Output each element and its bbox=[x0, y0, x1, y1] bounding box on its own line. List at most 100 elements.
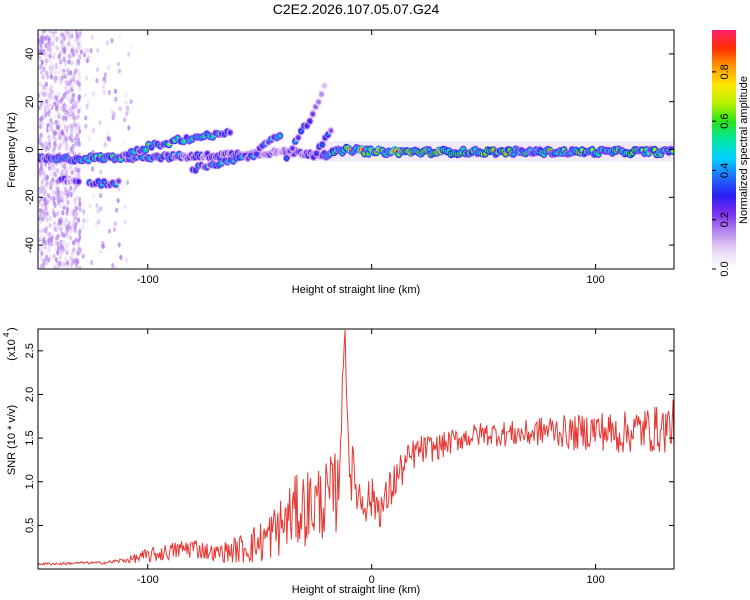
spectral-cell bbox=[314, 105, 318, 109]
noise-cell bbox=[51, 63, 55, 70]
snr-x-axis-title: Height of straight line (km) bbox=[292, 584, 420, 596]
spectral-cell bbox=[117, 179, 121, 183]
noise-cell bbox=[68, 53, 72, 60]
noise-cell bbox=[78, 206, 83, 213]
noise-cell bbox=[51, 146, 55, 152]
noise-cell bbox=[81, 253, 85, 259]
noise-cell bbox=[69, 235, 73, 241]
noise-cell bbox=[49, 74, 54, 80]
noise-cell bbox=[110, 109, 114, 115]
spectrogram-y-tick-label: 0 bbox=[24, 146, 36, 152]
noise-cell bbox=[46, 57, 51, 63]
noise-cell bbox=[38, 189, 42, 195]
noise-cell bbox=[67, 36, 71, 42]
noise-cell bbox=[103, 72, 107, 78]
noise-cell bbox=[55, 234, 59, 241]
noise-cell bbox=[65, 124, 70, 131]
noise-cell bbox=[44, 42, 48, 49]
noise-cell bbox=[38, 201, 41, 207]
noise-cell bbox=[51, 32, 55, 38]
noise-cell bbox=[85, 218, 89, 224]
noise-cell bbox=[58, 134, 62, 141]
noise-cell bbox=[62, 221, 66, 227]
noise-cell bbox=[47, 143, 51, 150]
snr-x-ticks: -100 0 100 bbox=[137, 329, 605, 586]
noise-cell bbox=[43, 35, 47, 41]
noise-cell bbox=[60, 195, 64, 201]
spectral-cell bbox=[228, 131, 232, 134]
noise-cell bbox=[71, 104, 75, 110]
noise-cell bbox=[53, 140, 57, 146]
noise-cell bbox=[69, 133, 73, 139]
noise-cell bbox=[71, 220, 76, 226]
noise-cell bbox=[65, 167, 69, 174]
noise-cell bbox=[76, 241, 81, 247]
colorbar-label: Normalized spectral amplitude bbox=[738, 76, 750, 224]
noise-cell bbox=[44, 182, 49, 188]
noise-cell bbox=[103, 79, 107, 85]
noise-cell bbox=[74, 172, 78, 178]
spectral-cell bbox=[96, 179, 100, 183]
noise-cell bbox=[38, 219, 43, 225]
spectral-cell bbox=[329, 129, 333, 133]
noise-cell bbox=[48, 246, 52, 252]
noise-cell bbox=[54, 95, 59, 101]
noise-cell bbox=[40, 59, 44, 65]
noise-cell bbox=[56, 241, 60, 247]
snr-plot bbox=[38, 329, 674, 566]
noise-cell bbox=[60, 30, 64, 33]
noise-cell bbox=[57, 120, 61, 126]
spectral-cell bbox=[299, 129, 303, 133]
noise-cell bbox=[106, 64, 111, 70]
noise-cell bbox=[107, 130, 111, 136]
noise-cell bbox=[78, 228, 82, 234]
noise-cell bbox=[89, 48, 93, 54]
noise-cell bbox=[54, 119, 58, 125]
spectral-cell bbox=[314, 152, 318, 155]
noise-cell bbox=[39, 97, 43, 103]
noise-cell bbox=[57, 75, 61, 81]
noise-cell bbox=[42, 50, 46, 56]
noise-cell bbox=[76, 250, 80, 257]
spectral-cell bbox=[255, 152, 258, 156]
noise-cell bbox=[69, 262, 74, 268]
noise-cell bbox=[99, 169, 103, 175]
noise-cell bbox=[107, 228, 112, 234]
colorbar-tick-label: 0.6 bbox=[719, 114, 731, 129]
noise-cell bbox=[123, 117, 127, 123]
spectrogram-y-tick-label: 40 bbox=[24, 48, 36, 60]
noise-cell bbox=[54, 30, 58, 33]
noise-cell bbox=[58, 255, 63, 261]
snr-multiplier-close: ) bbox=[6, 327, 18, 331]
colorbar-gradient bbox=[712, 30, 736, 269]
noise-cell bbox=[72, 247, 76, 253]
colorbar: 0.0 0.2 0.4 0.6 0.8 Normalized spectral ampl… bbox=[712, 30, 750, 277]
noise-cell bbox=[58, 79, 63, 85]
snr-y-axis-title: SNR (10 * v/v) bbox=[6, 405, 18, 475]
spectral-cell bbox=[320, 92, 323, 96]
noise-cell bbox=[65, 228, 70, 234]
noise-cell bbox=[61, 135, 65, 141]
noise-cell bbox=[106, 135, 110, 142]
noise-cell bbox=[38, 255, 43, 261]
noise-cell bbox=[113, 88, 118, 94]
noise-cell bbox=[121, 140, 126, 146]
noise-cell bbox=[40, 250, 44, 257]
noise-cell bbox=[44, 102, 48, 109]
spectral-cell bbox=[194, 168, 197, 172]
noise-cell bbox=[52, 266, 57, 269]
colorbar-tick-label: 0.8 bbox=[719, 64, 731, 79]
snr-multiplier-exponent: 4 bbox=[2, 332, 11, 337]
noise-cell bbox=[68, 225, 72, 231]
spectrogram-y-tick-label: 20 bbox=[24, 96, 36, 108]
noise-cell bbox=[65, 145, 69, 151]
noise-cell bbox=[43, 244, 47, 250]
noise-cell bbox=[42, 201, 46, 207]
noise-cell bbox=[66, 89, 71, 95]
noise-cell bbox=[83, 47, 87, 54]
snr-y-tick-label: 1.5 bbox=[24, 430, 36, 445]
noise-cell bbox=[47, 97, 51, 103]
noise-cell bbox=[54, 64, 58, 71]
noise-cell bbox=[72, 209, 76, 215]
noise-cell bbox=[53, 78, 57, 84]
